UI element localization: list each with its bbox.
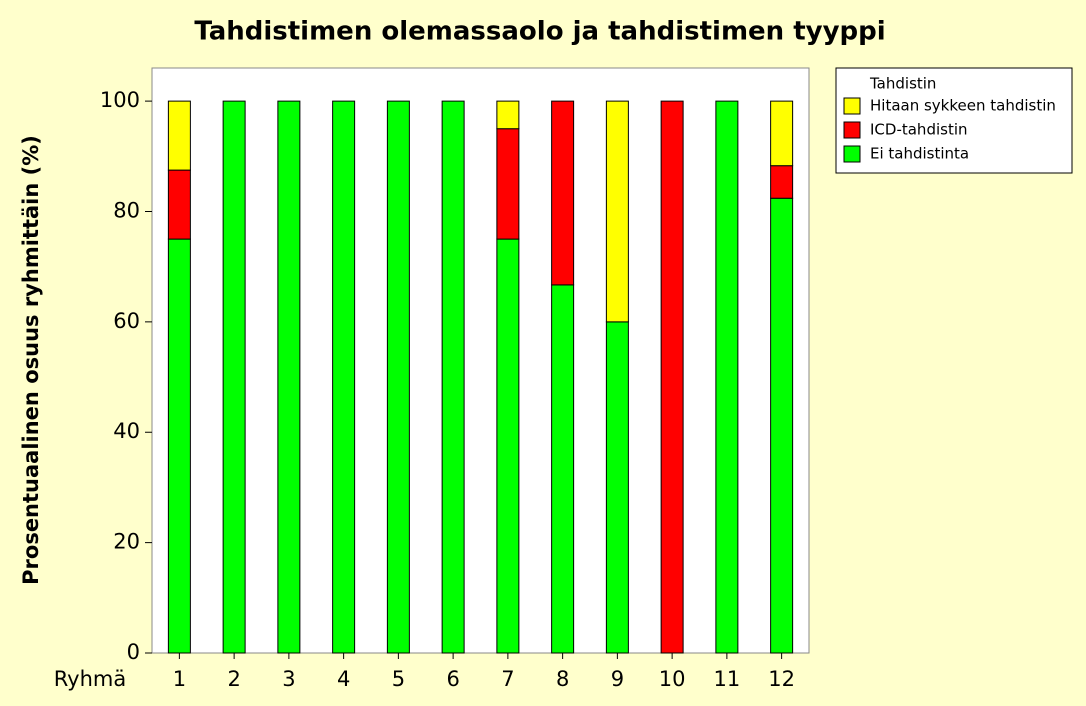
y-tick-label: 80 — [113, 198, 140, 222]
x-tick-label: 7 — [501, 667, 514, 691]
bar-segment — [496, 128, 520, 240]
legend-swatch — [843, 145, 861, 163]
bar-segment — [496, 100, 520, 130]
bar-segment — [770, 165, 794, 199]
bar-segment — [167, 169, 191, 240]
x-tick-label: 2 — [227, 667, 240, 691]
legend — [835, 67, 1073, 174]
x-tick-label: 4 — [337, 667, 350, 691]
bar-segment — [167, 238, 191, 654]
legend-label: Ei tahdistinta — [870, 145, 969, 163]
chart-title: Tahdistimen olemassaolo ja tahdistimen t… — [194, 17, 885, 47]
legend-label: Hitaan sykkeen tahdistin — [870, 97, 1056, 115]
bar-segment — [441, 100, 465, 654]
x-tick-label: 11 — [714, 667, 741, 691]
legend-swatch — [843, 97, 861, 115]
x-tick-label: 3 — [282, 667, 295, 691]
y-tick-label: 20 — [113, 530, 140, 554]
bar-segment — [496, 238, 520, 654]
y-tick-label: 60 — [113, 309, 140, 333]
bar-segment — [605, 321, 629, 654]
bar-segment — [605, 100, 629, 323]
bar-segment — [167, 100, 191, 171]
x-axis-label: Ryhmä — [54, 667, 127, 691]
bar-segment — [386, 100, 410, 654]
y-tick-label: 100 — [100, 88, 140, 112]
x-tick-label: 12 — [768, 667, 795, 691]
legend-title: Tahdistin — [869, 75, 936, 93]
bar-segment — [770, 100, 794, 167]
y-tick-label: 40 — [113, 419, 140, 443]
bar-segment — [660, 100, 684, 654]
x-tick-label: 9 — [611, 667, 624, 691]
y-tick-label: 0 — [127, 640, 140, 664]
y-axis-label: Prosentuaalinen osuus ryhmittäin (%) — [19, 135, 43, 585]
plot-area — [151, 67, 810, 654]
bar-segment — [551, 100, 575, 286]
bar-segment — [332, 100, 356, 654]
x-tick-label: 5 — [392, 667, 405, 691]
bar-segment — [551, 284, 575, 654]
bar-segment — [222, 100, 246, 654]
legend-swatch — [843, 121, 861, 139]
x-tick-label: 10 — [659, 667, 686, 691]
legend-label: ICD-tahdistin — [870, 121, 968, 139]
bar-segment — [770, 197, 794, 654]
bar-segment — [277, 100, 301, 654]
x-tick-label: 8 — [556, 667, 569, 691]
bar-segment — [715, 100, 739, 654]
x-tick-label: 1 — [173, 667, 186, 691]
x-tick-label: 6 — [446, 667, 459, 691]
